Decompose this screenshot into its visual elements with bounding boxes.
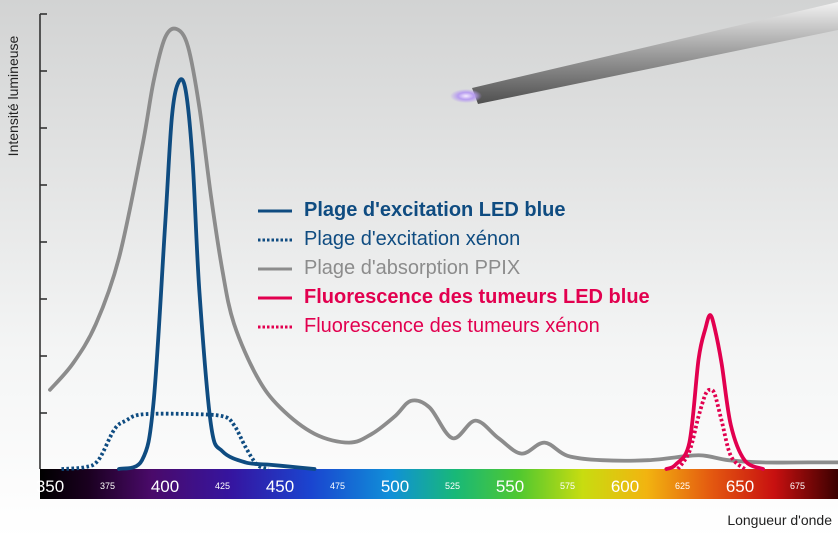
y-ticks xyxy=(40,13,47,414)
x-tick-label: 575 xyxy=(560,481,575,491)
legend: Plage d'excitation LED blue Plage d'exci… xyxy=(258,196,650,341)
legend-swatch-xenon-excitation xyxy=(258,238,292,241)
x-tick-label: 675 xyxy=(790,481,805,491)
legend-label-led-excitation: Plage d'excitation LED blue xyxy=(304,199,566,221)
x-tick-label: 350 xyxy=(36,477,64,496)
legend-item-led-fluorescence: Fluorescence des tumeurs LED blue xyxy=(258,283,650,312)
probe-rod-image xyxy=(450,2,838,104)
spectrum-bar xyxy=(40,469,838,499)
x-tick-labels: 3504004505005506006507003754254755255756… xyxy=(36,477,805,496)
legend-label-led-fluorescence: Fluorescence des tumeurs LED blue xyxy=(304,286,650,308)
x-tick-label: 500 xyxy=(381,477,409,496)
x-axis-label: Longueur d'onde xyxy=(727,512,832,528)
x-tick-label: 625 xyxy=(675,481,690,491)
x-tick-label: 425 xyxy=(215,481,230,491)
legend-swatch-led-fluorescence xyxy=(258,296,292,299)
legend-item-led-excitation: Plage d'excitation LED blue xyxy=(258,196,650,225)
x-tick-label: 650 xyxy=(726,477,754,496)
y-axis-label-box: Intensité lumineuse xyxy=(4,13,22,178)
legend-label-xenon-excitation: Plage d'excitation xénon xyxy=(304,228,521,250)
legend-label-ppix-absorption: Plage d'absorption PPIX xyxy=(304,257,521,279)
x-tick-label: 375 xyxy=(100,481,115,491)
legend-label-xenon-fluorescence: Fluorescence des tumeurs xénon xyxy=(304,315,600,337)
legend-item-xenon-excitation: Plage d'excitation xénon xyxy=(258,225,650,254)
y-axis-label: Intensité lumineuse xyxy=(5,35,21,156)
legend-swatch-ppix-absorption xyxy=(258,267,292,270)
x-tick-label: 450 xyxy=(266,477,294,496)
x-tick-label: 525 xyxy=(445,481,460,491)
series-group xyxy=(48,26,838,471)
x-tick-label: 550 xyxy=(496,477,524,496)
series-xenon-excitation xyxy=(61,411,270,471)
legend-item-xenon-fluorescence: Fluorescence des tumeurs xénon xyxy=(258,312,650,341)
legend-swatch-led-excitation xyxy=(258,209,292,212)
x-tick-label: 400 xyxy=(151,477,179,496)
series-xenon-fluorescence xyxy=(676,387,746,471)
series-led-fluorescence xyxy=(664,313,765,471)
x-tick-label: 475 xyxy=(330,481,345,491)
legend-swatch-xenon-fluorescence xyxy=(258,325,292,328)
series-ppix-absorption xyxy=(48,26,838,465)
series-led-excitation xyxy=(117,77,317,471)
legend-item-ppix-absorption: Plage d'absorption PPIX xyxy=(258,254,650,283)
x-tick-label: 600 xyxy=(611,477,639,496)
